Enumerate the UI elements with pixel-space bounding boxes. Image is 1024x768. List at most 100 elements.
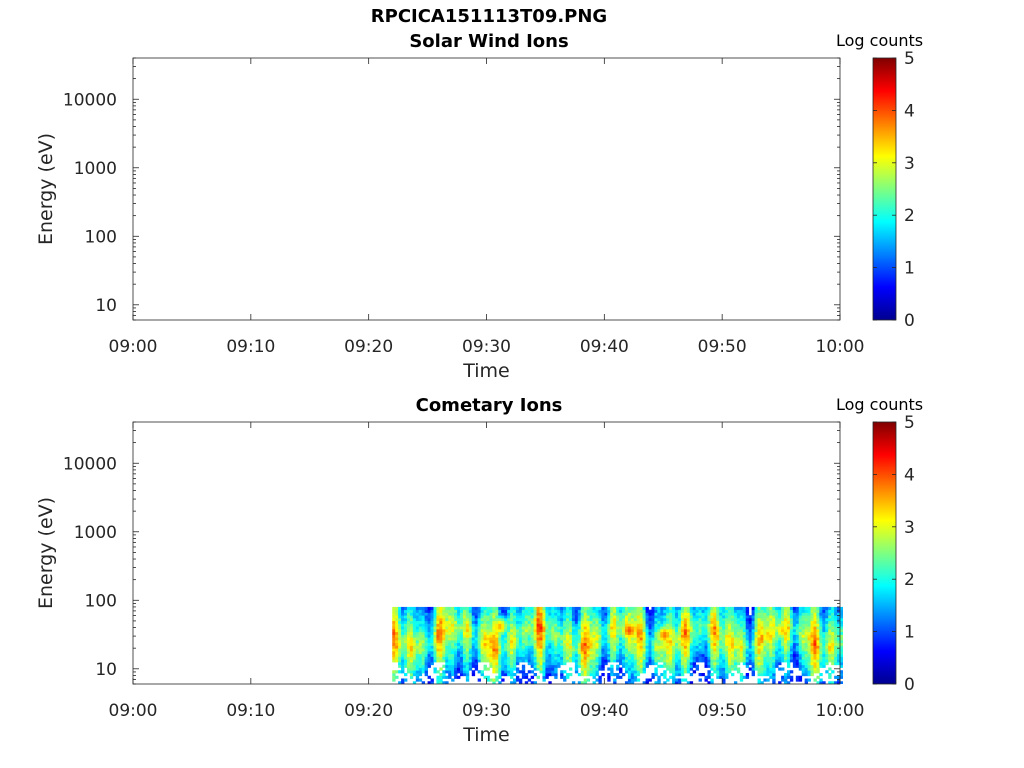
spectrogram-cell	[592, 670, 596, 674]
spectrogram-cell	[401, 670, 405, 674]
spectrogram-cell	[415, 617, 420, 622]
spectrogram-cell	[698, 617, 702, 622]
spectrogram-cell	[778, 615, 782, 619]
spectrogram-cell	[672, 659, 676, 663]
spectrogram-cell	[766, 637, 770, 641]
spectrogram-cell	[610, 650, 614, 655]
spectrogram-cell	[554, 664, 558, 668]
spectrogram-cell	[566, 631, 570, 635]
spectrogram-cell	[710, 678, 714, 682]
spectrogram-cell	[392, 615, 396, 619]
spectrogram-cell	[778, 681, 782, 684]
spectrogram-cell	[518, 628, 523, 633]
spectrogram-cell	[739, 650, 744, 655]
spectrogram-cell	[757, 609, 761, 613]
spectrogram-cell	[680, 612, 685, 616]
spectrogram-cell	[622, 631, 626, 635]
spectrogram-cell	[412, 664, 417, 668]
spectrogram-cell	[751, 650, 755, 655]
spectrogram-cell	[510, 620, 514, 624]
spectrogram-cell	[719, 661, 723, 666]
spectrogram-cell	[404, 637, 408, 641]
spectrogram-cell	[722, 606, 726, 611]
spectrogram-cell	[789, 642, 794, 646]
spectrogram-cell	[454, 628, 458, 633]
spectrogram-cell	[480, 615, 484, 619]
spectrogram-cell	[401, 650, 405, 655]
spectrogram-cell	[566, 637, 570, 641]
spectrogram-cell	[439, 653, 443, 657]
colorbar-tick-label: 5	[904, 413, 915, 433]
spectrogram-cell	[536, 675, 540, 679]
spectrogram-cell	[554, 612, 558, 616]
spectrogram-cell	[560, 606, 564, 611]
spectrogram-cell	[789, 637, 794, 641]
spectrogram-cell	[725, 623, 729, 627]
spectrogram-cell	[739, 612, 744, 616]
spectrogram-cell	[454, 667, 458, 671]
spectrogram-cell	[636, 648, 641, 652]
spectrogram-cell	[515, 675, 520, 679]
spectrogram-cell	[701, 637, 705, 641]
spectrogram-cell	[530, 664, 535, 668]
spectrogram-cell	[483, 656, 487, 660]
spectrogram-cell	[433, 620, 437, 624]
spectrogram-cell	[436, 639, 440, 644]
spectrogram-cell	[651, 642, 655, 646]
spectrogram-cell	[486, 656, 490, 660]
spectrogram-cell	[557, 609, 561, 613]
spectrogram-cell	[627, 659, 632, 663]
spectrogram-cell	[704, 615, 708, 619]
spectrogram-cell	[577, 661, 582, 666]
spectrogram-cell	[548, 631, 552, 635]
spectrogram-cell	[698, 648, 702, 652]
spectrogram-cell	[471, 672, 476, 677]
spectrogram-cell	[586, 615, 591, 619]
spectrogram-cell	[751, 656, 755, 660]
spectrogram-cell	[713, 656, 717, 660]
spectrogram-cell	[813, 623, 817, 627]
spectrogram-cell	[498, 623, 502, 627]
spectrogram-cell	[828, 642, 832, 646]
spectrogram-cell	[513, 681, 517, 684]
spectrogram-cell	[739, 606, 744, 611]
spectrogram-cell	[404, 623, 408, 627]
spectrogram-cell	[586, 659, 591, 663]
spectrogram-cell	[698, 628, 702, 633]
spectrogram-cell	[728, 631, 732, 635]
spectrogram-cell	[675, 620, 679, 624]
spectrogram-cell	[504, 664, 508, 668]
spectrogram-cell	[515, 631, 520, 635]
spectrogram-cell	[831, 659, 835, 663]
spectrogram-cell	[748, 617, 753, 622]
spectrogram-cell	[459, 645, 464, 649]
spectrogram-cell	[704, 634, 708, 638]
spectrogram-cell	[560, 653, 564, 657]
spectrogram-cell	[395, 645, 399, 649]
spectrogram-cell	[831, 609, 835, 613]
spectrogram-cell	[692, 626, 697, 630]
spectrogram-cell	[645, 639, 649, 644]
spectrogram-cell	[533, 631, 537, 635]
spectrogram-cell	[660, 623, 664, 627]
spectrogram-cell	[571, 620, 576, 624]
spectrogram-cell	[669, 645, 673, 649]
spectrogram-cell	[651, 623, 655, 627]
spectrogram-cell	[427, 631, 431, 635]
spectrogram-cell	[510, 626, 514, 630]
spectrogram-cell	[430, 650, 434, 655]
spectrogram-cell	[530, 612, 535, 616]
spectrogram-cell	[672, 664, 676, 668]
spectrogram-cell	[686, 612, 691, 616]
spectrogram-cell	[574, 623, 579, 627]
spectrogram-cell	[571, 617, 576, 622]
spectrogram-cell	[822, 634, 826, 638]
spectrogram-cell	[418, 656, 423, 660]
spectrogram-cell	[507, 615, 511, 619]
spectrogram-cell	[648, 620, 652, 624]
spectrogram-cell	[468, 648, 473, 652]
spectrogram-cell	[719, 626, 723, 630]
spectrogram-cell	[560, 617, 564, 622]
spectrogram-cell	[392, 656, 396, 660]
spectrogram-cell	[719, 639, 723, 644]
